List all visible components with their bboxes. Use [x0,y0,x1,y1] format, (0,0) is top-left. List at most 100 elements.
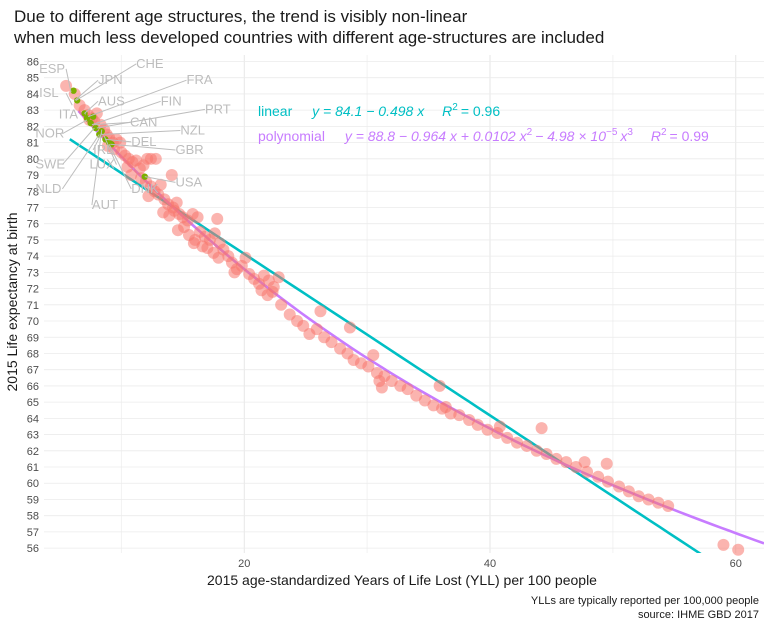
data-point [622,485,635,498]
y-tick-label: 78 [27,186,39,198]
country-label: CAN [130,114,157,129]
data-point [239,251,252,264]
label-leader-line [84,112,87,115]
y-tick-label: 77 [27,202,39,214]
x-axis-ticks: 20 40 60 [238,558,742,570]
label-leader-line [103,135,117,165]
data-point [471,418,484,431]
y-tick-label: 71 [27,300,39,312]
y-tick-label: 61 [27,462,39,474]
label-leader-line [100,129,181,135]
country-label: USA [175,174,202,189]
country-label: ITA [59,106,79,121]
data-point [367,349,380,362]
linear-equation: linear y = 84.1 − 0.498 x R2 = 0.96 [258,102,500,119]
data-point [652,496,665,509]
label-leader-line [110,143,176,151]
x-tick-label: 20 [238,558,250,570]
data-point [717,538,730,551]
polynomial-formula: y = 88.8 − 0.964 x + 0.0102 x [344,128,528,144]
linear-label: linear [258,103,293,119]
data-point [191,211,204,224]
country-label: GBR [175,142,203,157]
data-point [314,305,327,318]
y-tick-label: 73 [27,267,39,279]
x-axis-label: 2015 age-standardized Years of Life Lost… [207,572,597,588]
data-point [343,321,356,334]
polynomial-coef-exponent: −5 [606,127,618,138]
data-point [149,152,162,165]
grid [44,55,764,553]
label-leader-line [108,143,132,190]
y-tick-label: 60 [27,478,39,490]
label-leader-line [105,138,132,143]
data-point [560,456,573,469]
label-leader-line [84,100,99,114]
country-label: FIN [161,93,182,108]
data-point [401,383,414,396]
data-point [297,319,310,332]
data-point [481,423,494,436]
y-tick-label: 65 [27,397,39,409]
y-tick-label: 57 [27,527,39,539]
country-label: DNK [131,181,159,196]
y-tick-label: 70 [27,316,39,328]
y-tick-label: 79 [27,170,39,182]
data-point [550,452,563,465]
polynomial-formula-tail: − 4.98 × 10 [535,128,606,144]
linear-r2-label: R [442,103,452,119]
data-point [732,543,745,556]
y-tick-label: 64 [27,413,39,425]
data-point [325,336,338,349]
y-axis-ticks: 56 57 58 59 60 61 62 63 64 65 66 67 68 69 70 71 72 73 74 75… [27,56,39,555]
data-point [600,457,613,470]
country-label: SWE [35,157,65,172]
label-leader-line [74,79,99,101]
scatter-points [60,79,745,556]
y-tick-label: 75 [27,235,39,247]
data-point [142,190,155,203]
data-point [601,475,614,488]
country-label: AUT [92,197,118,212]
highlight-point [87,119,94,127]
y-tick-label: 72 [27,284,39,296]
country-label: AUS [98,93,125,108]
x-tick-label: 60 [730,558,742,570]
data-point [362,360,375,373]
y-axis-label: 2015 Life expectancy at birth [4,212,20,391]
label-leader-line [65,68,72,93]
label-leader-line [96,108,206,129]
data-point [530,444,543,457]
data-point [540,448,553,461]
data-point [453,409,466,422]
linear-r2-value: = 0.96 [461,103,501,119]
label-leader-line [94,121,131,126]
x-tick-label: 40 [484,558,496,570]
data-point [592,470,605,483]
y-tick-label: 69 [27,332,39,344]
data-point [272,271,285,284]
data-point [433,379,446,392]
data-point [613,480,626,493]
y-tick-label: 83 [27,105,39,117]
label-leader-line [91,129,103,206]
country-label: JPN [98,72,123,87]
y-tick-label: 82 [27,121,39,133]
country-label: ESP [39,61,65,76]
label-leader-line [61,134,100,190]
caption-line-2: source: IHME GBD 2017 [638,609,759,621]
y-tick-label: 68 [27,348,39,360]
polynomial-x3-exponent: 3 [627,127,633,138]
polynomial-label: polynomial [258,128,325,144]
country-label: NOR [35,126,64,141]
linear-formula: y = 84.1 − 0.498 x [311,103,425,119]
y-tick-label: 63 [27,430,39,442]
data-point [165,169,178,182]
polynomial-x2-exponent: 2 [527,127,533,138]
country-label: FRA [187,72,213,87]
country-label: DEL [131,134,156,149]
data-point [154,178,167,191]
y-tick-label: 74 [27,251,39,263]
label-leader-line [144,176,176,183]
